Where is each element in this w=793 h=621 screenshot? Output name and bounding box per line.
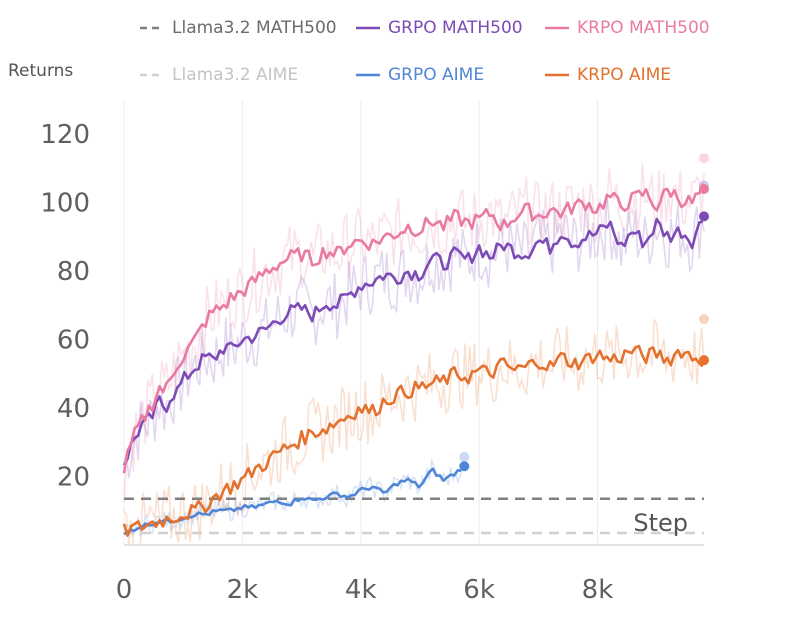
endpoint-grpo-math500	[699, 211, 709, 222]
endpoint-raw-grpo-aime	[459, 452, 470, 463]
y-tick-label: 40	[57, 394, 90, 424]
endpoint-grpo-aime	[459, 461, 470, 472]
y-tick-label: 60	[57, 326, 90, 356]
x-axis-title: Step	[633, 509, 688, 537]
y-tick-label: 100	[40, 189, 90, 219]
grid-layer	[123, 100, 598, 545]
legend-label: GRPO MATH500	[388, 18, 523, 38]
y-tick-label: 120	[40, 120, 90, 150]
x-tick-label: 6k	[463, 575, 495, 605]
series-line-grpo-aime	[123, 467, 462, 536]
legend-label: GRPO AIME	[388, 65, 484, 85]
legend-label: Llama3.2 MATH500	[172, 18, 337, 38]
x-tick-label: 2k	[227, 575, 259, 605]
legend-item: Llama3.2 MATH500	[140, 18, 337, 38]
legend: Llama3.2 MATH500 GRPO MATH500 KRPO MATH500…	[140, 18, 710, 85]
y-tick-label: 80	[57, 257, 90, 287]
legend-label: KRPO MATH500	[577, 18, 710, 38]
x-tick-label: 0	[116, 575, 133, 605]
legend-item: KRPO MATH500	[545, 18, 710, 38]
legend-item: Llama3.2 AIME	[140, 65, 298, 85]
series-line-layer	[122, 153, 709, 537]
axis-layer: 20 40 60 80 100 120 0 2k 4k 6k 8k Returns Step	[8, 61, 704, 605]
endpoint-raw-krpo-aime	[699, 314, 709, 325]
legend-item: GRPO AIME	[356, 65, 484, 85]
raw-line-grpo-aime	[123, 457, 464, 538]
y-tick-label: 20	[57, 463, 90, 493]
endpoint-raw-krpo-math500	[699, 153, 709, 164]
raw-line-krpo-aime	[123, 318, 705, 546]
legend-item: KRPO AIME	[545, 65, 671, 85]
legend-label: KRPO AIME	[577, 65, 671, 85]
series-line-krpo-math500	[122, 183, 705, 474]
endpoint-krpo-aime	[699, 355, 709, 366]
x-tick-label: 4k	[345, 575, 377, 605]
series-line-grpo-math500	[122, 217, 704, 466]
legend-label: Llama3.2 AIME	[172, 65, 298, 85]
legend-item: GRPO MATH500	[356, 18, 523, 38]
x-tick-label: 8k	[582, 575, 614, 605]
endpoint-krpo-math500	[699, 184, 709, 194]
series-line-krpo-aime	[122, 344, 704, 537]
y-axis-title: Returns	[8, 61, 73, 81]
